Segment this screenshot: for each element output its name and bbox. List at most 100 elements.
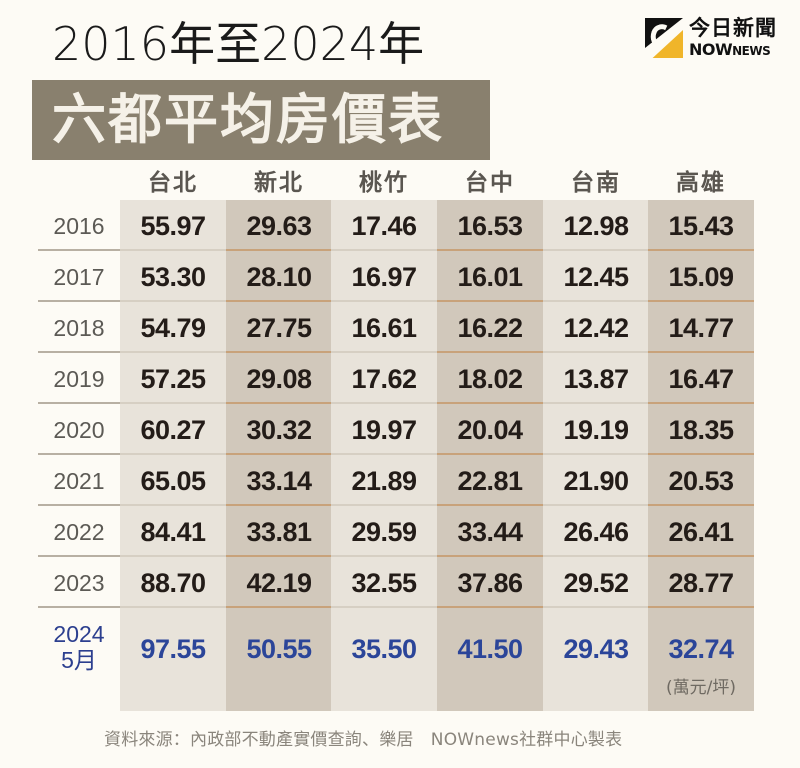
table-cell: 84.41 — [140, 517, 206, 547]
table-cell-latest: 50.55 — [246, 634, 312, 664]
table-cell-latest: 32.74 — [668, 634, 734, 664]
row-divider — [38, 606, 754, 608]
table-cell: 16.53 — [457, 211, 523, 241]
table-cell: 60.27 — [140, 415, 206, 445]
table-cell: 13.87 — [563, 364, 629, 394]
row-divider — [38, 402, 754, 404]
row-year-latest-month: 5月 — [61, 647, 97, 673]
table-cell: 12.98 — [563, 211, 629, 241]
table-row: 2020 60.27 30.32 19.97 20.04 19.19 18.35 — [38, 404, 754, 455]
title-band: 六都平均房價表 — [32, 80, 490, 160]
table-cell-latest: 41.50 — [457, 634, 523, 664]
table-row: 2017 53.30 28.10 16.97 16.01 12.45 15.09 — [38, 251, 754, 302]
table-cell: 20.53 — [668, 466, 734, 496]
table-row: 2018 54.79 27.75 16.61 16.22 12.42 14.77 — [38, 302, 754, 353]
table-row: 2021 65.05 33.14 21.89 22.81 21.90 20.53 — [38, 455, 754, 506]
table-cell: 22.81 — [457, 466, 523, 496]
row-divider — [38, 504, 754, 506]
table-cell: 29.63 — [246, 211, 312, 241]
column-header: 桃竹 — [359, 170, 409, 196]
row-year-latest: 2024 5月 — [38, 611, 120, 681]
table-cell: 30.32 — [246, 415, 312, 445]
table-cell: 57.25 — [140, 364, 206, 394]
row-year: 2021 — [53, 468, 105, 494]
table-cell-latest: 29.43 — [563, 634, 629, 664]
row-year: 2018 — [53, 315, 105, 341]
table-cell: 29.59 — [351, 517, 417, 547]
logo-name-zh: 今日新聞 — [689, 16, 777, 40]
table-cell: 55.97 — [140, 211, 206, 241]
row-year: 2019 — [53, 366, 105, 392]
table-cell: 26.41 — [668, 517, 734, 547]
table-cell: 33.14 — [246, 466, 312, 496]
table-cell: 19.19 — [563, 415, 629, 445]
column-bg-tainan — [543, 200, 648, 711]
table-row-latest: 2024 5月 97.55 50.55 35.50 41.50 29.43 32… — [38, 611, 754, 711]
table-row: 2019 57.25 29.08 17.62 18.02 13.87 16.47 — [38, 353, 754, 404]
column-header: 高雄 — [676, 170, 726, 196]
table-cell: 28.77 — [668, 568, 734, 598]
row-year: 2023 — [53, 570, 105, 596]
table-cell: 12.45 — [563, 262, 629, 292]
logo-name-en-big: NOW — [689, 40, 733, 59]
logo-name-en-small: NEWS — [732, 44, 771, 58]
table-cell: 18.02 — [457, 364, 523, 394]
table-cell: 33.81 — [246, 517, 312, 547]
row-divider — [38, 300, 754, 302]
table-cell: 29.08 — [246, 364, 312, 394]
table-cell: 88.70 — [140, 568, 206, 598]
table-cell: 16.01 — [457, 262, 523, 292]
table-cell: 19.97 — [351, 415, 417, 445]
column-header: 台中 — [465, 170, 515, 196]
row-year: 2016 — [53, 213, 105, 239]
table-cell: 29.52 — [563, 568, 629, 598]
chart-title: 六都平均房價表 — [52, 88, 444, 151]
table-cell: 54.79 — [140, 313, 206, 343]
row-divider — [38, 351, 754, 353]
table-cell: 12.42 — [563, 313, 629, 343]
unit-note: (萬元/坪) — [666, 678, 736, 698]
table-cell: 21.89 — [351, 466, 417, 496]
table-cell: 18.35 — [668, 415, 734, 445]
table-cell: 15.09 — [668, 262, 734, 292]
table-cell: 16.61 — [351, 313, 417, 343]
nownews-logo-icon — [645, 18, 683, 58]
column-bg-taichung — [437, 200, 543, 711]
table-cell: 42.19 — [246, 568, 312, 598]
row-year-latest-year: 2024 — [53, 621, 105, 647]
column-header: 台南 — [571, 170, 621, 196]
column-bg-taipei — [120, 200, 226, 711]
table-cell: 21.90 — [563, 466, 629, 496]
table-cell: 14.77 — [668, 313, 734, 343]
table-cell: 16.47 — [668, 364, 734, 394]
chart-subtitle: 2016年至2024年 — [52, 17, 425, 71]
column-bg-taoyuan-hsinchu — [331, 200, 437, 711]
table-cell: 16.97 — [351, 262, 417, 292]
table-cell: 26.46 — [563, 517, 629, 547]
logo-name-en: NOWNEWS — [689, 40, 771, 61]
source-note: 資料來源：內政部不動產實價查詢、樂居 NOWnews社群中心製表 — [104, 730, 623, 750]
column-bg-new-taipei — [226, 200, 331, 711]
table-header: 台北 新北 桃竹 台中 台南 高雄 — [38, 165, 754, 200]
table-row: 2016 55.97 29.63 17.46 16.53 12.98 15.43 — [38, 200, 754, 251]
table-cell: 53.30 — [140, 262, 206, 292]
table-cell: 37.86 — [457, 568, 523, 598]
table-cell: 33.44 — [457, 517, 523, 547]
table-cell: 17.62 — [351, 364, 417, 394]
column-header: 台北 — [148, 170, 198, 196]
table-cell: 32.55 — [351, 568, 417, 598]
table-cell: 17.46 — [351, 211, 417, 241]
table-cell: 28.10 — [246, 262, 312, 292]
table-cell: 27.75 — [246, 313, 312, 343]
table-cell: 15.43 — [668, 211, 734, 241]
row-year: 2020 — [53, 417, 105, 443]
table-cell-latest: 97.55 — [140, 634, 206, 664]
row-year: 2022 — [53, 519, 105, 545]
table-row: 2023 88.70 42.19 32.55 37.86 29.52 28.77 — [38, 557, 754, 608]
row-divider — [38, 555, 754, 557]
row-divider — [38, 249, 754, 251]
table-cell: 65.05 — [140, 466, 206, 496]
row-year: 2017 — [53, 264, 105, 290]
table-cell: 20.04 — [457, 415, 523, 445]
column-header: 新北 — [254, 170, 304, 196]
